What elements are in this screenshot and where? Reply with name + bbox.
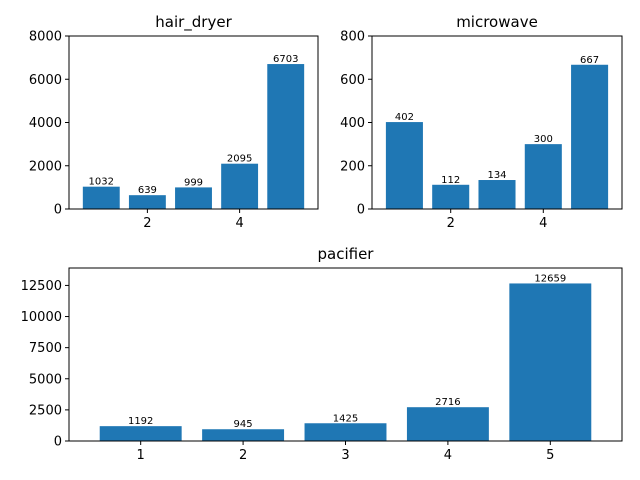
y-tick-label: 5000 [29, 372, 62, 387]
x-tick-label: 4 [235, 216, 243, 231]
x-tick-label: 5 [546, 448, 554, 463]
bar-value-label: 1032 [89, 177, 114, 188]
bar-value-label: 12659 [534, 273, 566, 284]
bar-value-label: 6703 [273, 54, 298, 65]
bar-value-label: 112 [441, 175, 460, 186]
x-tick-label: 4 [444, 448, 452, 463]
y-tick-label: 0 [54, 435, 62, 450]
bar [385, 122, 423, 209]
y-tick-label: 8000 [29, 30, 62, 45]
x-tick-label: 2 [143, 216, 151, 231]
bar [406, 407, 489, 441]
chart-hair-dryer: 1032 639 999 2095 6703 2 4 0 2000 4000 6000 8000 hai… [29, 13, 319, 231]
y-tick-label: 0 [357, 203, 365, 218]
bar [82, 186, 120, 209]
y-tick-label: 7500 [29, 341, 62, 356]
y-tick-label: 10000 [21, 310, 62, 325]
bar [202, 429, 285, 441]
chart-title: microwave [456, 13, 538, 31]
x-tick-label: 2 [239, 448, 247, 463]
x-tick-label: 3 [341, 448, 349, 463]
bar [221, 163, 259, 209]
y-tick-label: 800 [340, 30, 365, 45]
bar [304, 423, 387, 441]
y-tick-label: 2500 [29, 403, 62, 418]
bar [175, 187, 212, 209]
y-tick-label: 4000 [29, 116, 62, 131]
x-tick-label: 2 [447, 216, 455, 231]
bar-value-label: 667 [580, 55, 599, 66]
y-tick-label: 400 [340, 116, 365, 131]
bar-value-label: 945 [234, 419, 253, 430]
bar [524, 144, 562, 210]
y-tick-label: 600 [340, 73, 365, 88]
chart-title: hair_dryer [155, 13, 232, 32]
bar [99, 426, 182, 441]
chart-title: pacifier [318, 245, 375, 263]
y-tick-label: 6000 [29, 73, 62, 88]
bar-value-label: 1192 [128, 416, 153, 427]
bar-value-label: 999 [184, 177, 203, 188]
bar [432, 184, 470, 209]
y-tick-label: 12500 [21, 279, 62, 294]
bar [571, 64, 609, 209]
bar-value-label: 1425 [333, 413, 358, 424]
bar-value-label: 639 [138, 185, 157, 196]
bar-value-label: 2095 [227, 154, 252, 165]
y-tick-label: 200 [340, 159, 365, 174]
chart-microwave: 402 112 134 300 667 2 4 0 200 400 600 800 microwave [340, 13, 623, 231]
chart-pacifier: 1192 945 1425 2716 12659 1 2 3 4 5 0 2500 5000 7500 10… [21, 245, 623, 463]
x-tick-label: 1 [137, 448, 145, 463]
bar-value-label: 2716 [435, 397, 460, 408]
bar-value-label: 300 [534, 134, 553, 145]
bar-value-label: 402 [395, 112, 414, 123]
bar [267, 64, 305, 209]
x-tick-label: 4 [539, 216, 547, 231]
bar [128, 195, 166, 209]
y-tick-label: 2000 [29, 159, 62, 174]
bar [509, 283, 592, 441]
bar-value-label: 134 [487, 170, 506, 181]
bar [478, 180, 516, 209]
y-tick-label: 0 [54, 203, 62, 218]
